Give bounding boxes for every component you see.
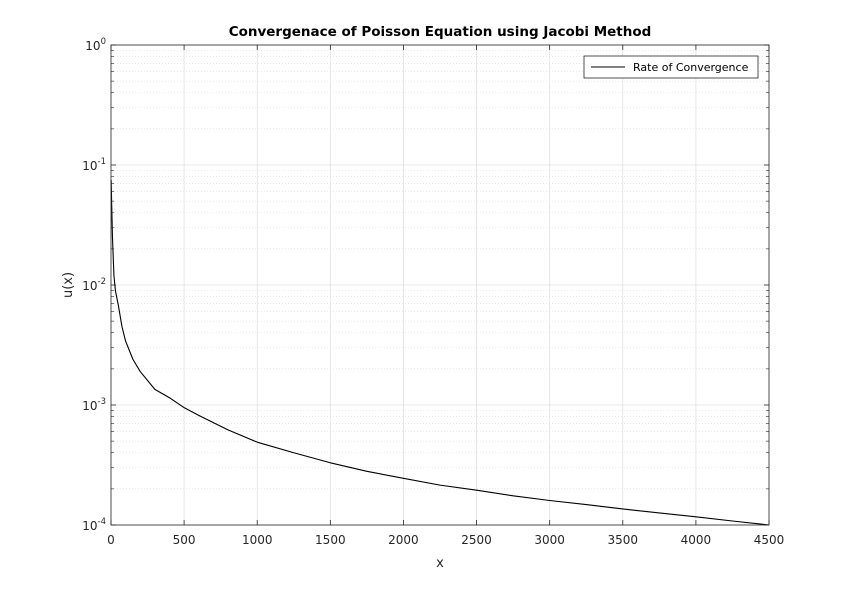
y-tick-exponent: -3 bbox=[98, 397, 106, 407]
legend-entry-label: Rate of Convergence bbox=[633, 61, 749, 74]
x-axis-label: x bbox=[436, 556, 444, 571]
series-line bbox=[110, 179, 770, 526]
y-tick-label: 10-4 bbox=[82, 517, 106, 533]
x-tick-labels: 0 500 1000 1500 2000 2500 3000 3500 4000 4500 bbox=[107, 533, 784, 547]
legend: Rate of Convergence bbox=[583, 55, 759, 79]
y-tick-label: 10-1 bbox=[82, 157, 106, 173]
x-tick-label: 2000 bbox=[388, 533, 419, 547]
x-tick-label: 1000 bbox=[242, 533, 273, 547]
y-tick-base: 10 bbox=[82, 519, 97, 533]
ticks bbox=[110, 44, 770, 526]
y-tick-base: 10 bbox=[85, 39, 100, 53]
y-tick-label: 10-3 bbox=[82, 397, 106, 413]
x-tick-label: 3500 bbox=[608, 533, 639, 547]
y-tick-base: 10 bbox=[82, 399, 97, 413]
y-tick-label: 100 bbox=[85, 37, 106, 53]
y-tick-exponent: 0 bbox=[101, 37, 106, 47]
x-tick-label: 3000 bbox=[534, 533, 565, 547]
y-tick-exponent: -2 bbox=[98, 277, 106, 287]
y-tick-exponent: -1 bbox=[98, 157, 106, 167]
series-layer bbox=[110, 179, 770, 526]
x-tick-label: 4000 bbox=[681, 533, 712, 547]
y-tick-base: 10 bbox=[82, 159, 97, 173]
legend-box bbox=[583, 55, 759, 79]
x-tick-label: 4500 bbox=[754, 533, 785, 547]
y-tick-label: 10-2 bbox=[82, 277, 106, 293]
chart-title: Convergenace of Poisson Equation using J… bbox=[229, 24, 652, 40]
x-tick-label: 2500 bbox=[461, 533, 492, 547]
x-tick-label: 500 bbox=[173, 533, 196, 547]
y-axis-label: u(x) bbox=[61, 272, 76, 298]
y-tick-base: 10 bbox=[82, 279, 97, 293]
x-tick-label: 1500 bbox=[315, 533, 346, 547]
y-tick-exponent: -4 bbox=[98, 517, 106, 527]
x-tick-label: 0 bbox=[107, 533, 115, 547]
